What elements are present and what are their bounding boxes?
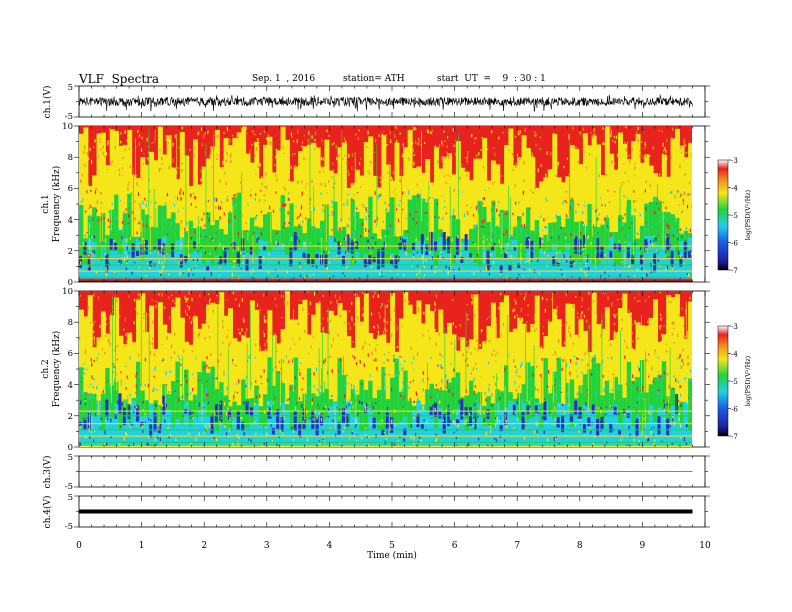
ch4-ytick-top: 5 bbox=[68, 493, 73, 503]
ch1-ytick-top: 5 bbox=[68, 83, 73, 93]
xtick-10: 10 bbox=[699, 541, 711, 551]
cb2-tick-m3: -3 bbox=[731, 323, 738, 331]
colorbar-1-label: log(PSD(V²/Hz) bbox=[744, 189, 752, 240]
xtick-4: 4 bbox=[327, 541, 333, 551]
spec2-ytick-0: 0 bbox=[68, 443, 73, 453]
cb2-tick-m4: -4 bbox=[731, 351, 738, 359]
cb2-tick-m5: -5 bbox=[731, 378, 738, 386]
cb2-tick-m6: -6 bbox=[731, 406, 738, 414]
spec1-ytick-10: 10 bbox=[62, 122, 73, 132]
ch4-ylabel: ch.4(V) bbox=[42, 496, 53, 529]
ch4-waveform-trace bbox=[79, 509, 693, 514]
spec2-ylabel: Frequency (kHz) bbox=[51, 331, 62, 408]
colorbar-2-label: log(PSD(V²/Hz) bbox=[744, 355, 752, 406]
xtick-2: 2 bbox=[201, 541, 207, 551]
spec1-ytick-4: 4 bbox=[68, 216, 73, 226]
spec2-channel-label: ch.2 bbox=[41, 359, 51, 378]
spec2-ytick-6: 6 bbox=[68, 349, 73, 359]
spec1-ytick-8: 8 bbox=[68, 153, 73, 163]
xtick-1: 1 bbox=[139, 541, 145, 551]
colorbar-1 bbox=[717, 159, 729, 271]
xtick-0: 0 bbox=[76, 541, 82, 551]
spec1-ytick-0: 0 bbox=[68, 278, 73, 288]
ch3-ylabel: ch.3(V) bbox=[42, 456, 53, 489]
cb1-tick-m4: -4 bbox=[731, 185, 738, 193]
xtick-9: 9 bbox=[640, 541, 646, 551]
spec2-ytick-10: 10 bbox=[62, 287, 73, 297]
spec1-ytick-2: 2 bbox=[68, 247, 73, 257]
spec1-ytick-6: 6 bbox=[68, 184, 73, 194]
cb1-tick-m7: -7 bbox=[731, 267, 738, 275]
start-time-label: start UT = 9 : 30 : 1 bbox=[437, 74, 546, 84]
cb1-tick-m6: -6 bbox=[731, 240, 738, 248]
xtick-7: 7 bbox=[514, 541, 520, 551]
date-label: Sep. 1 , 2016 bbox=[252, 74, 316, 84]
ch3-ytick-top: 5 bbox=[68, 453, 73, 463]
axis-ticks bbox=[74, 85, 731, 528]
xtick-3: 3 bbox=[264, 541, 270, 551]
figure-title: VLF Spectra bbox=[79, 72, 160, 86]
cb2-tick-m7: -7 bbox=[731, 433, 738, 441]
ch1-spectrogram bbox=[79, 126, 692, 282]
station-label: station= ATH bbox=[343, 74, 405, 84]
xtick-6: 6 bbox=[452, 541, 458, 551]
xtick-8: 8 bbox=[577, 541, 583, 551]
colorbar-2 bbox=[717, 325, 729, 437]
ch1-waveform-trace bbox=[78, 94, 693, 112]
ch2-spectrogram bbox=[79, 291, 692, 447]
cb1-tick-m3: -3 bbox=[731, 157, 738, 165]
xtick-5: 5 bbox=[389, 541, 395, 551]
spec2-ytick-4: 4 bbox=[68, 381, 73, 391]
ch3-ytick-bottom: -5 bbox=[65, 482, 73, 492]
spec1-ylabel: Frequency (kHz) bbox=[51, 166, 62, 243]
x-axis-label: Time (min) bbox=[367, 550, 417, 561]
ch1-ytick-bottom: -5 bbox=[65, 112, 73, 122]
cb1-tick-m5: -5 bbox=[731, 212, 738, 220]
spec1-channel-label: ch.1 bbox=[41, 194, 51, 213]
ch4-ytick-bottom: -5 bbox=[65, 522, 73, 532]
ch1-ylabel: ch.1(V) bbox=[42, 86, 53, 119]
spec2-ytick-8: 8 bbox=[68, 318, 73, 328]
spec2-ytick-2: 2 bbox=[68, 412, 73, 422]
